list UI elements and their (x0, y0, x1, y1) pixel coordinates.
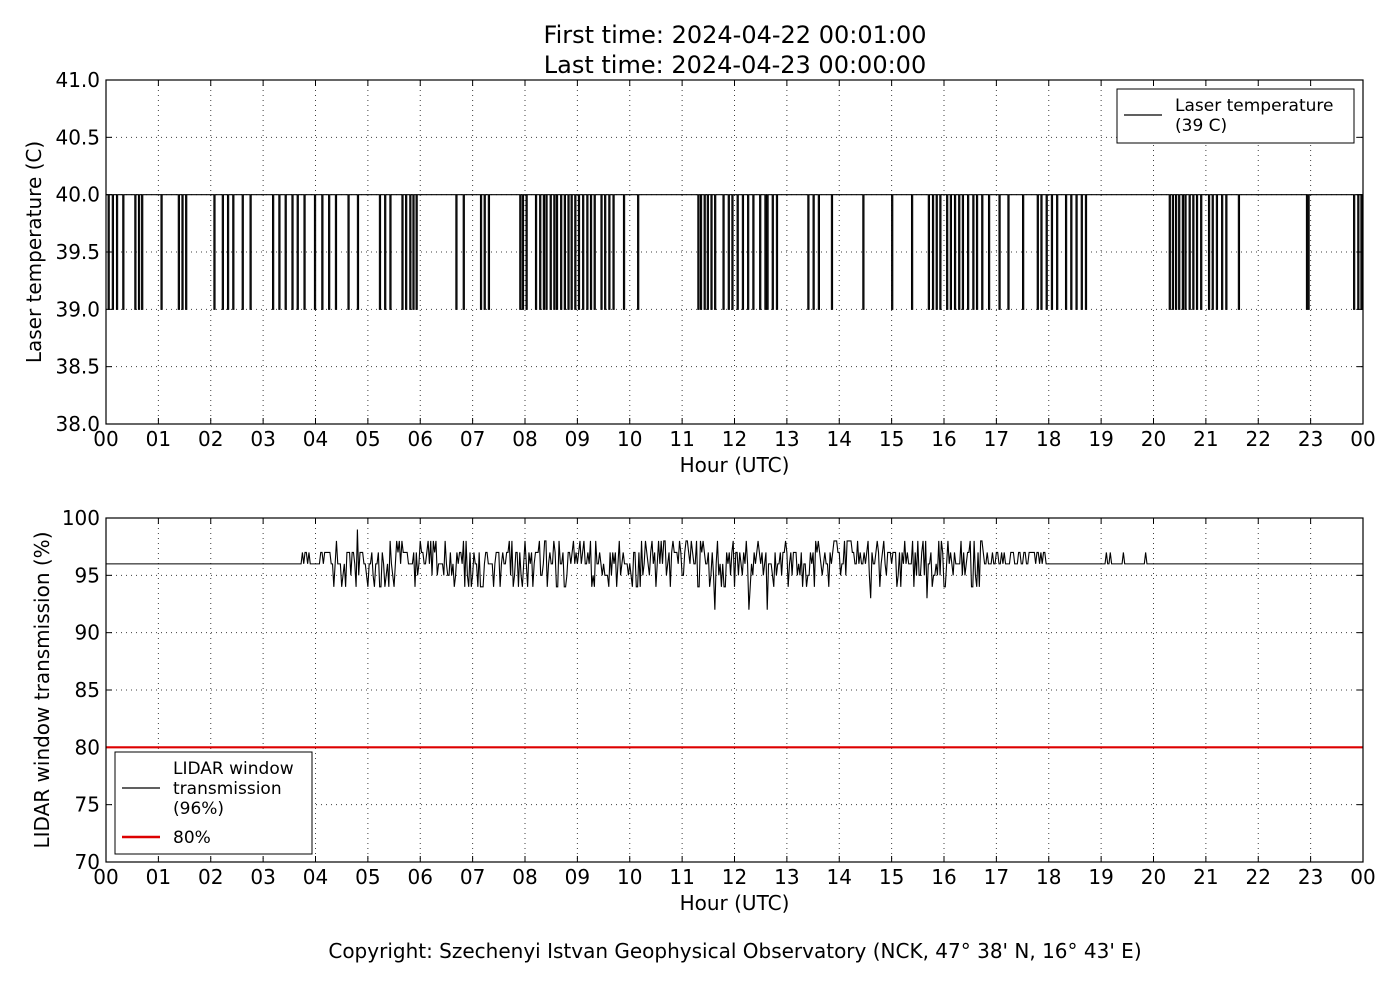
x-tick-label: 09 (565, 865, 590, 889)
legend: Laser temperature(39 C) (1116, 88, 1355, 144)
y-tick-label: 39.0 (55, 297, 100, 321)
x-tick-label: 01 (146, 865, 171, 889)
x-tick-label: 05 (355, 427, 380, 451)
x-tick-label: 18 (1036, 427, 1061, 451)
series-line (106, 529, 1363, 610)
x-tick-label: 12 (722, 427, 747, 451)
x-tick-label: 15 (879, 427, 904, 451)
legend-label: (39 C) (1175, 116, 1227, 136)
chart-title-line-1: First time: 2024-04-22 00:01:00 (544, 21, 927, 49)
plot-frame (105, 517, 1364, 863)
x-tick-label: 03 (250, 865, 275, 889)
x-tick-label: 09 (565, 427, 590, 451)
x-tick-label: 11 (669, 427, 694, 451)
y-tick-label: 85 (75, 678, 100, 702)
x-tick-label: 13 (774, 865, 799, 889)
x-tick-label: 20 (1141, 427, 1166, 451)
x-tick-label: 19 (1088, 427, 1113, 451)
x-tick-label: 21 (1193, 865, 1218, 889)
x-tick-label: 08 (512, 865, 537, 889)
x-tick-label: 00 (1350, 427, 1375, 451)
x-tick-label: 11 (669, 865, 694, 889)
x-tick-label: 22 (1246, 427, 1271, 451)
copyright-footer: Copyright: Szechenyi Istvan Geophysical … (328, 939, 1141, 963)
x-tick-label: 03 (250, 427, 275, 451)
y-tick-label: 80 (75, 735, 100, 759)
x-tick-label: 14 (827, 865, 852, 889)
x-axis-label: Hour (UTC) (680, 891, 790, 915)
chart-title-line-2: Last time: 2024-04-23 00:00:00 (544, 51, 926, 79)
y-tick-label: 95 (75, 563, 100, 587)
x-tick-label: 17 (984, 427, 1009, 451)
series-line (106, 194, 1363, 310)
x-tick-label: 04 (303, 427, 328, 451)
y-tick-label: 90 (75, 621, 100, 645)
x-tick-label: 22 (1246, 865, 1271, 889)
x-tick-label: 01 (146, 427, 171, 451)
x-tick-label: 17 (984, 865, 1009, 889)
legend-box (1116, 88, 1355, 144)
laser-temperature-panel: 00 01 02 03 04 05 06 07 08 09 10 11 12 13 14 15 16 17 18 19… (22, 68, 1376, 477)
x-tick-label: 06 (408, 865, 433, 889)
x-tick-label: 16 (931, 865, 956, 889)
x-tick-label: 06 (408, 427, 433, 451)
y-tick-label: 38.0 (55, 412, 100, 436)
lidar-transmission-panel: 00 01 02 03 04 05 06 07 08 09 10 11 12 13 14 15 16 17 18 19… (30, 506, 1376, 915)
x-tick-label: 08 (512, 427, 537, 451)
x-tick-label: 02 (198, 427, 223, 451)
y-tick-label: 70 (75, 850, 100, 874)
x-tick-label: 16 (931, 427, 956, 451)
x-tick-label: 19 (1088, 865, 1113, 889)
x-tick-label: 10 (617, 865, 642, 889)
x-tick-label: 14 (827, 427, 852, 451)
x-tick-label: 21 (1193, 427, 1218, 451)
legend-label: 80% (173, 828, 211, 848)
x-tick-label: 20 (1141, 865, 1166, 889)
y-axis-label: LIDAR window transmission (%) (30, 532, 54, 849)
y-tick-label: 75 (75, 793, 100, 817)
y-tick-label: 40.0 (55, 183, 100, 207)
x-tick-label: 10 (617, 427, 642, 451)
x-tick-label: 00 (1350, 865, 1375, 889)
legend-label: Laser temperature (1175, 96, 1333, 116)
x-tick-label: 05 (355, 865, 380, 889)
x-tick-label: 04 (303, 865, 328, 889)
x-axis-label: Hour (UTC) (680, 453, 790, 477)
x-tick-label: 02 (198, 865, 223, 889)
x-tick-label: 23 (1298, 865, 1323, 889)
legend-label: LIDAR window (173, 759, 294, 779)
y-tick-label: 40.5 (55, 125, 100, 149)
legend-label: (96%) (173, 799, 224, 819)
x-tick-label: 00 (93, 427, 118, 451)
x-tick-label: 07 (460, 427, 485, 451)
x-tick-label: 15 (879, 865, 904, 889)
x-tick-label: 07 (460, 865, 485, 889)
plot-frame (105, 79, 1364, 425)
y-tick-label: 41.0 (55, 68, 100, 92)
y-axis-label: Laser temperature (C) (22, 141, 46, 363)
x-tick-label: 18 (1036, 865, 1061, 889)
y-tick-label: 100 (62, 506, 100, 530)
y-tick-label: 38.5 (55, 355, 100, 379)
y-tick-label: 39.5 (55, 240, 100, 264)
legend-label: transmission (173, 779, 282, 799)
x-tick-label: 13 (774, 427, 799, 451)
x-tick-label: 23 (1298, 427, 1323, 451)
x-tick-label: 12 (722, 865, 747, 889)
x-tick-label: 00 (93, 865, 118, 889)
